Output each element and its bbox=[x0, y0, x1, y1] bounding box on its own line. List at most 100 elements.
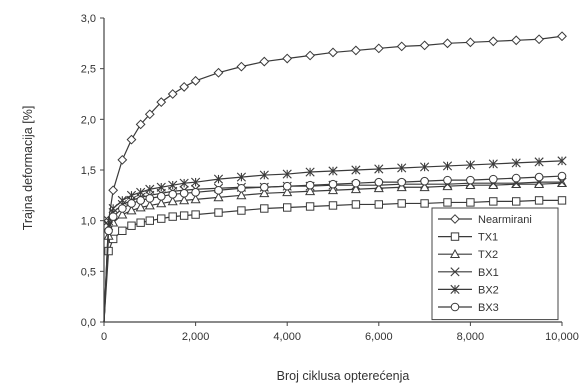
data-point bbox=[511, 158, 521, 168]
data-point bbox=[373, 43, 384, 54]
legend-item: BX1 bbox=[438, 267, 499, 279]
data-point bbox=[118, 204, 127, 213]
data-point bbox=[557, 31, 567, 42]
legend-label: TX2 bbox=[478, 249, 498, 261]
data-point bbox=[465, 160, 475, 170]
data-point bbox=[557, 196, 567, 205]
data-point bbox=[214, 185, 223, 195]
legend-label: BX2 bbox=[478, 284, 499, 296]
data-point bbox=[167, 89, 178, 99]
data-point bbox=[557, 171, 567, 181]
data-point bbox=[168, 180, 178, 190]
data-point bbox=[135, 202, 146, 212]
series-bx2 bbox=[103, 156, 567, 323]
data-point bbox=[135, 119, 146, 130]
x-tick-label: 0 bbox=[101, 331, 107, 343]
data-point bbox=[136, 196, 145, 205]
series-bx3 bbox=[103, 171, 567, 323]
data-point bbox=[420, 176, 429, 186]
data-point bbox=[104, 246, 113, 256]
data-point bbox=[108, 185, 119, 196]
data-point bbox=[236, 172, 246, 182]
data-point bbox=[104, 226, 113, 236]
data-point bbox=[136, 187, 146, 197]
data-point bbox=[260, 204, 269, 213]
legend-item: TX1 bbox=[438, 232, 498, 244]
y-tick-label: 2,5 bbox=[81, 64, 96, 76]
data-point bbox=[465, 37, 476, 48]
data-point bbox=[156, 198, 167, 208]
legend-marker bbox=[450, 284, 460, 294]
data-point bbox=[397, 177, 407, 187]
legend-marker bbox=[450, 267, 460, 277]
data-point bbox=[126, 190, 137, 200]
data-point bbox=[179, 195, 190, 205]
axes: 0,0 0,5 1,0 1,5 2,0 2,5 3,0 0 2,000 4,000 6,000 8,0… bbox=[81, 13, 579, 343]
data-point bbox=[488, 36, 499, 47]
data-point bbox=[512, 197, 521, 206]
series-layer bbox=[103, 31, 568, 323]
x-tick-label: 4,000 bbox=[273, 331, 301, 343]
data-point bbox=[213, 192, 224, 202]
data-point bbox=[237, 206, 246, 215]
data-point bbox=[351, 178, 361, 188]
legend: Nearmirani TX1 TX2 BX1 BX2 BX3 bbox=[431, 207, 559, 321]
data-point bbox=[156, 97, 167, 108]
data-point bbox=[466, 198, 475, 207]
data-point bbox=[157, 214, 166, 223]
data-point bbox=[442, 38, 453, 49]
data-point bbox=[236, 190, 247, 200]
data-point bbox=[282, 187, 293, 197]
x-tick-label: 10,000 bbox=[545, 331, 579, 343]
data-point bbox=[145, 194, 155, 203]
x-tick-label: 6,000 bbox=[365, 331, 393, 343]
data-point bbox=[442, 161, 453, 171]
data-point bbox=[557, 177, 567, 187]
data-point bbox=[282, 181, 292, 191]
data-point bbox=[156, 192, 166, 201]
data-point bbox=[328, 201, 338, 210]
legend-item: Nearmirani bbox=[438, 214, 532, 226]
data-point bbox=[282, 169, 292, 179]
legend-label: Nearmirani bbox=[478, 214, 532, 226]
legend-marker bbox=[449, 248, 461, 259]
data-point bbox=[350, 184, 361, 194]
data-point bbox=[328, 179, 338, 189]
data-point bbox=[127, 199, 136, 208]
data-point bbox=[351, 200, 361, 209]
data-point bbox=[557, 156, 567, 166]
data-point bbox=[396, 41, 407, 52]
legend-label: BX3 bbox=[478, 302, 499, 314]
data-point bbox=[534, 196, 544, 205]
legend-label: BX1 bbox=[478, 267, 499, 279]
data-point bbox=[419, 40, 430, 51]
data-point bbox=[420, 199, 429, 208]
legend-label: TX1 bbox=[478, 232, 498, 244]
data-point bbox=[179, 189, 189, 198]
data-point bbox=[443, 198, 452, 207]
data-point bbox=[213, 67, 224, 78]
data-point bbox=[213, 174, 224, 184]
data-point bbox=[305, 167, 315, 177]
data-point bbox=[328, 47, 338, 58]
data-point bbox=[305, 186, 316, 196]
data-point bbox=[190, 194, 201, 204]
legend-marker bbox=[450, 232, 460, 241]
data-point bbox=[511, 173, 521, 183]
data-point bbox=[397, 199, 406, 208]
y-tick-label: 2,0 bbox=[81, 114, 96, 126]
legend-marker bbox=[450, 214, 460, 224]
y-tick-label: 0,5 bbox=[81, 266, 96, 278]
data-point bbox=[179, 178, 189, 188]
y-tick-label: 3,0 bbox=[81, 13, 96, 25]
data-point bbox=[117, 195, 127, 205]
data-point bbox=[489, 174, 498, 184]
data-point bbox=[237, 183, 246, 193]
data-point bbox=[351, 165, 361, 175]
data-point bbox=[136, 218, 145, 227]
data-point bbox=[144, 200, 155, 210]
data-point bbox=[179, 211, 189, 220]
data-point bbox=[168, 212, 177, 221]
